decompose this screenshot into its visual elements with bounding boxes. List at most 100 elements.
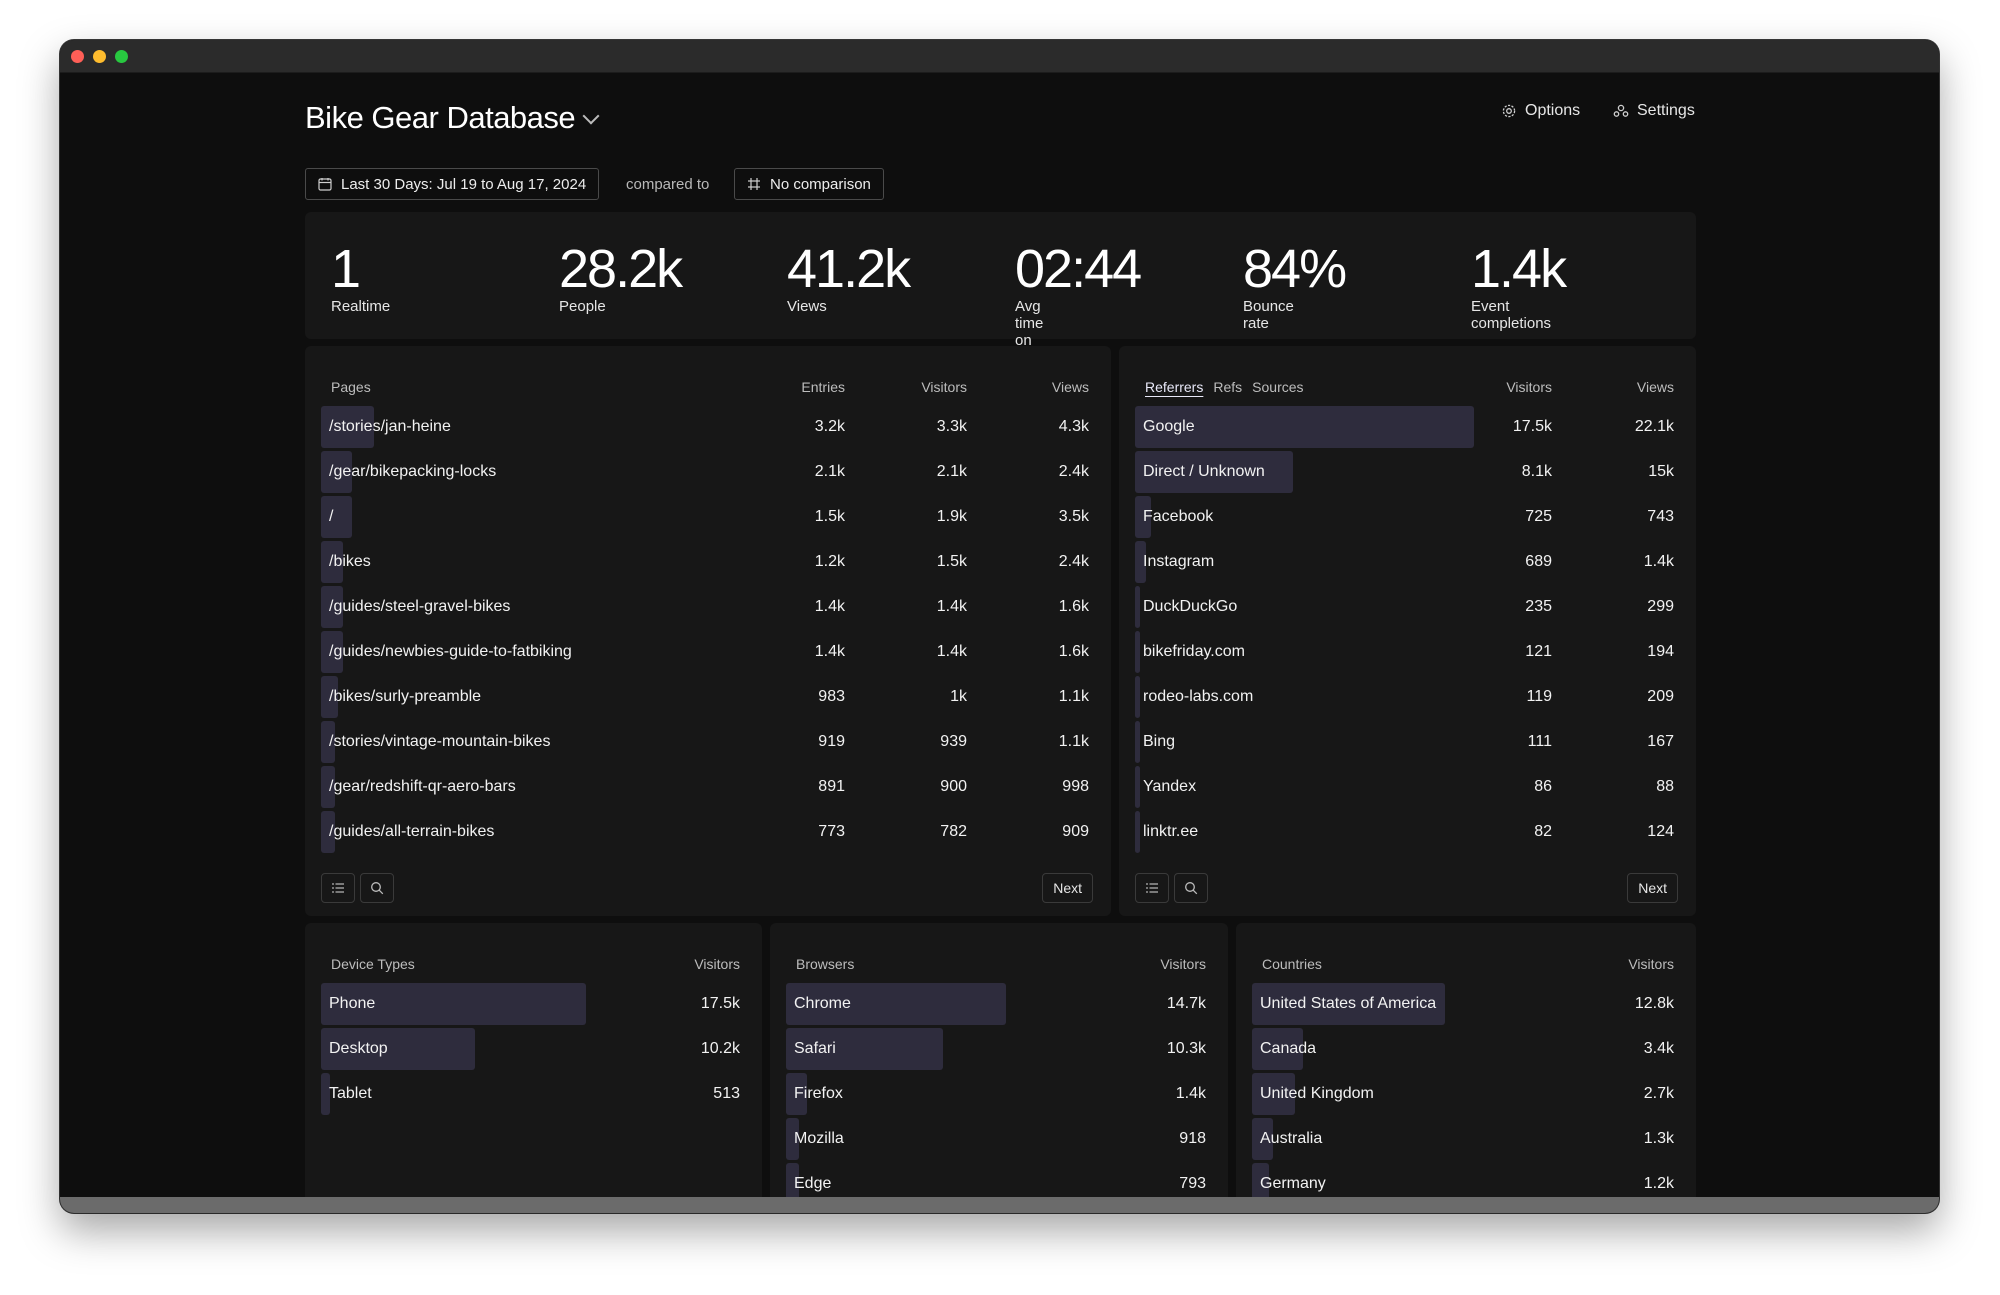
col-views-header[interactable]: Views: [1636, 379, 1674, 395]
list-item[interactable]: Germany 1.2k: [1252, 1163, 1680, 1205]
share-bar: [1252, 1073, 1295, 1115]
share-bar: [1135, 721, 1140, 763]
list-item[interactable]: Australia 1.3k: [1252, 1118, 1680, 1160]
row-visitors: 10.2k: [700, 1040, 740, 1057]
row-entries: 3.2k: [814, 418, 845, 435]
search-button[interactable]: [360, 873, 394, 903]
row-visitors: 17.5k: [1512, 418, 1552, 435]
date-range-button[interactable]: Last 30 Days: Jul 19 to Aug 17, 2024: [305, 168, 600, 200]
minimize-window-button[interactable]: [93, 50, 106, 63]
row-visitors: 8.1k: [1521, 463, 1552, 480]
list-item[interactable]: /stories/jan-heine 3.2k 3.3k 4.3k: [321, 406, 1095, 448]
maximize-window-button[interactable]: [115, 50, 128, 63]
settings-button[interactable]: Settings: [1613, 102, 1695, 120]
list-item[interactable]: bikefriday.com 121 194: [1135, 631, 1680, 673]
row-visitors: 121: [1525, 643, 1552, 660]
row-label: United Kingdom: [1260, 1085, 1374, 1102]
col-visitors-header[interactable]: Visitors: [1506, 379, 1552, 395]
list-item[interactable]: Firefox 1.4k: [786, 1073, 1212, 1115]
pages-title: Pages: [331, 379, 371, 395]
compared-to-label: compared to: [626, 176, 710, 193]
list-item[interactable]: Facebook 725 743: [1135, 496, 1680, 538]
list-item[interactable]: United Kingdom 2.7k: [1252, 1073, 1680, 1115]
row-visitors: 689: [1525, 553, 1552, 570]
options-button[interactable]: Options: [1501, 102, 1580, 120]
referrers-next-button[interactable]: Next: [1627, 873, 1678, 903]
row-views: 998: [1062, 778, 1089, 795]
list-item[interactable]: Edge 793: [786, 1163, 1212, 1205]
list-item[interactable]: Mozilla 918: [786, 1118, 1212, 1160]
close-window-button[interactable]: [71, 50, 84, 63]
list-item[interactable]: /guides/newbies-guide-to-fatbiking 1.4k 1.…: [321, 631, 1095, 673]
list-item[interactable]: Phone 17.5k: [321, 983, 746, 1025]
row-views: 909: [1062, 823, 1089, 840]
row-label: Firefox: [794, 1085, 843, 1102]
stat-value: 1.4k: [1471, 239, 1567, 299]
list-item[interactable]: Bing 111 167: [1135, 721, 1680, 763]
row-visitors: 1.3k: [1643, 1130, 1674, 1147]
page-title: Bike Gear Database: [305, 100, 576, 135]
list-item[interactable]: / 1.5k 1.9k 3.5k: [321, 496, 1095, 538]
row-label: Yandex: [1143, 778, 1197, 795]
row-label: /bikes/surly-preamble: [329, 688, 482, 705]
list-item[interactable]: Google 17.5k 22.1k: [1135, 406, 1680, 448]
row-label: Australia: [1260, 1130, 1323, 1147]
chevron-down-icon: [582, 107, 600, 125]
col-entries-header[interactable]: Entries: [801, 379, 845, 395]
list-item[interactable]: Instagram 689 1.4k: [1135, 541, 1680, 583]
row-label: Safari: [794, 1040, 836, 1057]
list-view-button[interactable]: [321, 873, 355, 903]
tab-refs[interactable]: Refs: [1213, 379, 1243, 395]
list-item[interactable]: United States of America 12.8k: [1252, 983, 1680, 1025]
list-item[interactable]: Canada 3.4k: [1252, 1028, 1680, 1070]
list-item[interactable]: Tablet 513: [321, 1073, 746, 1115]
col-visitors-header[interactable]: Visitors: [1628, 956, 1674, 972]
col-views-header[interactable]: Views: [1051, 379, 1089, 395]
date-range-label: Last 30 Days: Jul 19 to Aug 17, 2024: [341, 175, 587, 193]
referrers-panel: Referrers Refs Sources Visitors Views Goog…: [1119, 346, 1696, 916]
list-item[interactable]: Yandex 86 88: [1135, 766, 1680, 808]
col-visitors-header[interactable]: Visitors: [694, 956, 740, 972]
search-button[interactable]: [1174, 873, 1208, 903]
tab-sources[interactable]: Sources: [1252, 379, 1304, 395]
row-label: Google: [1143, 418, 1195, 435]
row-visitors: 513: [713, 1085, 740, 1102]
comparison-button[interactable]: No comparison: [734, 168, 884, 200]
list-item[interactable]: /guides/steel-gravel-bikes 1.4k 1.4k 1.6k: [321, 586, 1095, 628]
site-selector[interactable]: Bike Gear Database: [305, 100, 600, 136]
list-item[interactable]: /gear/redshift-qr-aero-bars 891 900 998: [321, 766, 1095, 808]
col-visitors-header[interactable]: Visitors: [1160, 956, 1206, 972]
row-label: Chrome: [794, 995, 851, 1012]
list-item[interactable]: rodeo-labs.com 119 209: [1135, 676, 1680, 718]
row-entries: 1.2k: [814, 553, 845, 570]
tab-referrers[interactable]: Referrers: [1145, 379, 1204, 395]
list-item[interactable]: Direct / Unknown 8.1k 15k: [1135, 451, 1680, 493]
list-item[interactable]: Desktop 10.2k: [321, 1028, 746, 1070]
list-item[interactable]: /gear/bikepacking-locks 2.1k 2.1k 2.4k: [321, 451, 1095, 493]
list-view-button[interactable]: [1135, 873, 1169, 903]
pages-next-button[interactable]: Next: [1042, 873, 1093, 903]
list-item[interactable]: /bikes 1.2k 1.5k 2.4k: [321, 541, 1095, 583]
row-views: 2.4k: [1058, 553, 1089, 570]
share-bar: [321, 811, 335, 853]
list-item[interactable]: Chrome 14.7k: [786, 983, 1212, 1025]
row-views: 88: [1656, 778, 1674, 795]
col-visitors-header[interactable]: Visitors: [921, 379, 967, 395]
device-types-title: Device Types: [331, 956, 415, 972]
list-item[interactable]: DuckDuckGo 235 299: [1135, 586, 1680, 628]
list-item[interactable]: linktr.ee 82 124: [1135, 811, 1680, 853]
share-bar: [321, 406, 375, 448]
list-item[interactable]: /guides/all-terrain-bikes 773 782 909: [321, 811, 1095, 853]
row-visitors: 1.4k: [936, 643, 967, 660]
row-label: Instagram: [1143, 553, 1215, 570]
list-item[interactable]: Safari 10.3k: [786, 1028, 1212, 1070]
row-views: 194: [1647, 643, 1674, 660]
row-label: Phone: [329, 995, 376, 1012]
share-bar: [1252, 1118, 1274, 1160]
row-visitors: 939: [940, 733, 967, 750]
row-entries: 2.1k: [814, 463, 845, 480]
share-bar: [321, 586, 344, 628]
list-item[interactable]: /bikes/surly-preamble 983 1k 1.1k: [321, 676, 1095, 718]
list-item[interactable]: /stories/vintage-mountain-bikes 919 939 1.1…: [321, 721, 1095, 763]
row-views: 1.6k: [1058, 598, 1089, 615]
